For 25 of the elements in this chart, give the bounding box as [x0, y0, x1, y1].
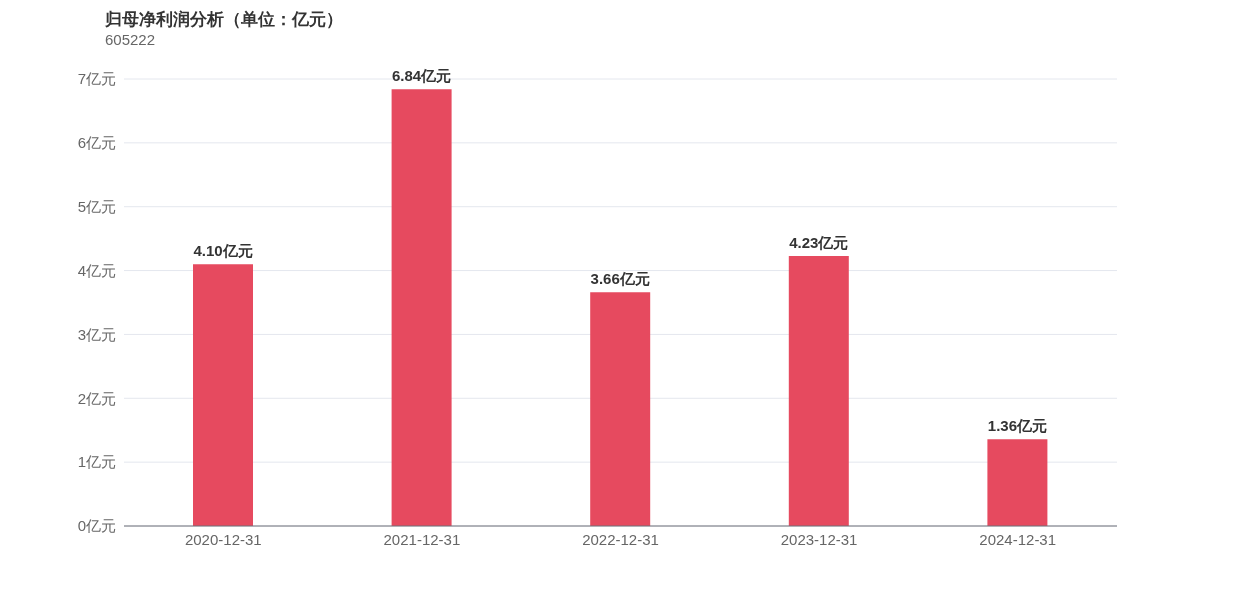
- data-label: 4.23亿元: [789, 233, 849, 251]
- y-tick-label: 3亿元: [77, 325, 116, 343]
- bar: [987, 439, 1048, 526]
- bar: [193, 264, 253, 526]
- x-tick-label: 2021-12-31: [383, 530, 461, 548]
- data-label: 4.10亿元: [193, 242, 253, 260]
- data-label: 3.66亿元: [590, 270, 650, 288]
- y-tick-label: 0亿元: [77, 517, 116, 535]
- x-tick-label: 2023-12-31: [780, 530, 858, 548]
- bar: [590, 292, 651, 526]
- x-tick-label: 2020-12-31: [184, 530, 262, 548]
- chart-subtitle: 605222: [105, 31, 156, 48]
- x-tick-label: 2024-12-31: [979, 530, 1057, 548]
- data-label: 1.36亿元: [987, 417, 1047, 435]
- bar: [391, 89, 452, 526]
- chart-title: 归母净利润分析（单位：亿元）: [105, 9, 343, 31]
- data-label: 6.84亿元: [392, 67, 452, 85]
- y-tick-label: 7亿元: [77, 70, 116, 88]
- y-tick-label: 5亿元: [77, 198, 116, 216]
- bar: [788, 255, 849, 526]
- y-tick-label: 6亿元: [77, 134, 116, 152]
- y-tick-label: 2亿元: [77, 389, 116, 407]
- y-tick-label: 1亿元: [77, 453, 116, 471]
- y-tick-label: 4亿元: [77, 261, 116, 279]
- x-tick-label: 2022-12-31: [582, 530, 659, 548]
